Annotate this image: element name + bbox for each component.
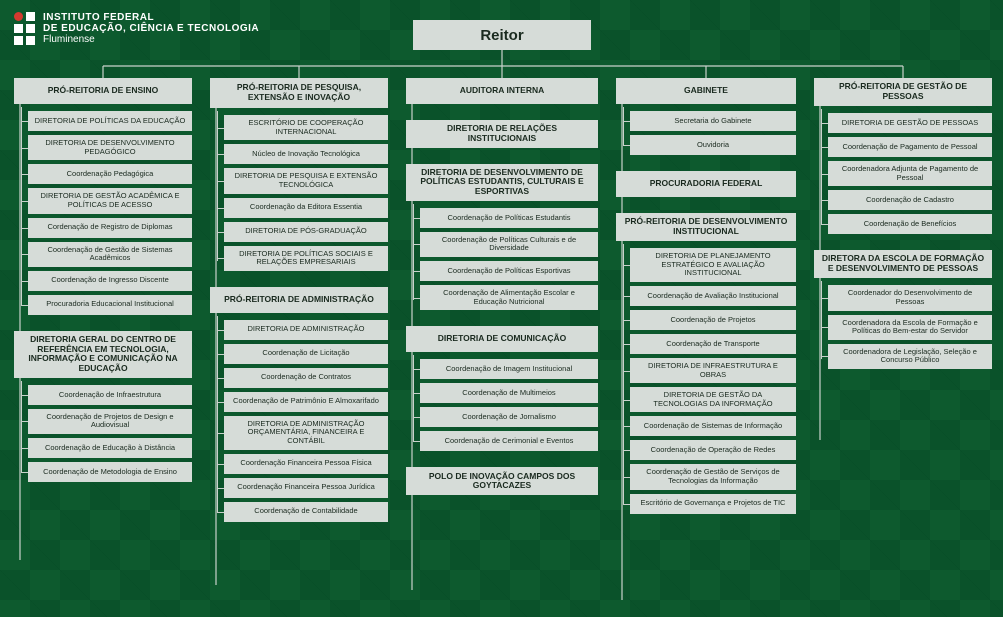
c1b0: Coordenação de Infraestrutura: [28, 385, 192, 405]
dir-comunicacao: DIRETORIA DE COMUNICAÇÃO: [406, 326, 598, 352]
c5b2: Coordenadora de Legislação, Seleção e Co…: [828, 344, 992, 369]
c1i6: Coordenação de Ingresso Discente: [28, 271, 192, 291]
c2i4: DIRETORIA DE PÓS-GRADUAÇÃO: [224, 222, 388, 242]
c4b3: Coordenação de Transporte: [630, 334, 796, 354]
c5i3: Coordenação de Cadastro: [828, 190, 992, 210]
c2i2: DIRETORIA DE PESQUISA E EXTENSÃO TECNOLÓ…: [224, 168, 388, 193]
c4b9: Escritório de Governança e Projetos de T…: [630, 494, 796, 514]
c2i0: ESCRITÓRIO DE COOPERAÇÃO INTERNACIONAL: [224, 115, 388, 140]
procuradoria: PROCURADORIA FEDERAL: [616, 171, 796, 197]
col-center: AUDITORA INTERNA DIRETORIA DE RELAÇÕES I…: [406, 78, 598, 495]
head-pesquisa: PRÓ-REITORIA DE PESQUISA, EXTENSÃO E INO…: [210, 78, 388, 108]
c1i1: DIRETORIA DE DESENVOLVIMENTO PEDAGÓGICO: [28, 135, 192, 160]
c5i1: Coordenação de Pagamento de Pessoal: [828, 137, 992, 157]
pro-reit-desenv: PRÓ-REITORIA DE DESENVOLVIMENTO INSTITUC…: [616, 213, 796, 241]
auditora: AUDITORA INTERNA: [406, 78, 598, 104]
c1i4: Cordenação de Registro de Diplomas: [28, 218, 192, 238]
c3b1: Coordenação de Multimeios: [420, 383, 598, 403]
col-pesquisa: PRÓ-REITORIA DE PESQUISA, EXTENSÃO E INO…: [210, 78, 388, 522]
c4i0: Secretaria do Gabinete: [630, 111, 796, 131]
c3a3: Coordenação de Alimentação Escolar e Edu…: [420, 285, 598, 310]
c2b1: Coordenação de Licitação: [224, 344, 388, 364]
c2i5: DIRETORIA DE POLÍTICAS SOCIAIS E RELAÇÕE…: [224, 246, 388, 271]
c1i0: DIRETORIA DE POLÍTICAS DA EDUCAÇÃO: [28, 111, 192, 131]
c4b0: DIRETORIA DE PLANEJAMENTO ESTRATÉGICO E …: [630, 248, 796, 282]
dir-relacoes: DIRETORIA DE RELAÇÕES INSTITUCIONAIS: [406, 120, 598, 148]
c1i7: Procuradoria Educacional Institucional: [28, 295, 192, 315]
c4b7: Coordenação de Operação de Redes: [630, 440, 796, 460]
c2b6: Coordenação Financeira Pessoa Jurídica: [224, 478, 388, 498]
c4b2: Coordenação de Projetos: [630, 310, 796, 330]
col-ensino: PRÓ-REITORIA DE ENSINO DIRETORIA DE POLÍ…: [14, 78, 192, 482]
c1i2: Coordenação Pedagógica: [28, 164, 192, 184]
c5b1: Coordenadora da Escola de Formação e Pol…: [828, 315, 992, 340]
c5i2: Coordenadora Adjunta de Pagamento de Pes…: [828, 161, 992, 186]
head-pessoas: PRÓ-REITORIA DE GESTÃO DE PESSOAS: [814, 78, 992, 106]
c4b6: Coordenação de Sistemas de Informação: [630, 416, 796, 436]
c4b1: Coordenação de Avaliação Institucional: [630, 286, 796, 306]
gabinete: GABINETE: [616, 78, 796, 104]
c3b0: Coordenação de Imagem Institucional: [420, 359, 598, 379]
head-admin: PRÓ-REITORIA DE ADMINISTRAÇÃO: [210, 287, 388, 313]
c4b5: DIRETORIA DE GESTÃO DA TECNOLOGIAS DA IN…: [630, 387, 796, 412]
logo: INSTITUTO FEDERAL DE EDUCAÇÃO, CIÊNCIA E…: [14, 12, 259, 45]
c1i5: Coordenação de Gestão de Sistemas Acadêm…: [28, 242, 192, 267]
c3a1: Coordenação de Políticas Culturais e de …: [420, 232, 598, 257]
root-reitor: Reitor: [413, 20, 591, 50]
c2b0: DIRETORIA DE ADMINISTRAÇÃO: [224, 320, 388, 340]
c2b2: Coordenação de Contratos: [224, 368, 388, 388]
head-escola-formacao: DIRETORA DA ESCOLA DE FORMAÇÃO E DESENVO…: [814, 250, 992, 278]
c1b1: Coordenação de Projetos de Design e Audi…: [28, 409, 192, 434]
c3b2: Coordenação de Jornalismo: [420, 407, 598, 427]
logo-line2: DE EDUCAÇÃO, CIÊNCIA E TECNOLOGIA: [43, 23, 259, 34]
c3a2: Coordenação de Políticas Esportivas: [420, 261, 598, 281]
col-gabinete: GABINETE Secretaria do Gabinete Ouvidori…: [616, 78, 796, 514]
logo-line1: INSTITUTO FEDERAL: [43, 12, 259, 23]
c1b3: Coordenação de Metodologia de Ensino: [28, 462, 192, 482]
c5i4: Coordenação de Benefícios: [828, 214, 992, 234]
head-ensino: PRÓ-REITORIA DE ENSINO: [14, 78, 192, 104]
dir-desenv-pol: DIRETORIA DE DESENVOLVIMENTO DE POLÍTICA…: [406, 164, 598, 201]
c1i3: DIRETORIA DE GESTÃO ACADÊMICA E POLÍTICA…: [28, 188, 192, 213]
c2b3: Coordenação de Patrimônio E Almoxarifado: [224, 392, 388, 412]
logo-line3: Fluminense: [43, 34, 259, 45]
c2b7: Coordenação de Contabilidade: [224, 502, 388, 522]
logo-grid: [14, 12, 35, 45]
c2b4: DIRETORIA DE ADMINISTRAÇÃO ORÇAMENTÁRIA,…: [224, 416, 388, 450]
c2i1: Núcleo de Inovação Tecnológica: [224, 144, 388, 164]
c4b8: Coordenação de Gestão de Serviços de Tec…: [630, 464, 796, 489]
c2b5: Coordenação Financeira Pessoa Física: [224, 454, 388, 474]
c3b3: Coordenação de Cerimonial e Eventos: [420, 431, 598, 451]
head-centro-ref: DIRETORIA GERAL DO CENTRO DE REFERÊNCIA …: [14, 331, 192, 378]
col-pessoas: PRÓ-REITORIA DE GESTÃO DE PESSOAS DIRETO…: [814, 78, 992, 369]
c4i1: Ouvidoria: [630, 135, 796, 155]
c5b0: Coordenador do Desenvolvimento de Pessoa…: [828, 285, 992, 310]
polo-inovacao: POLO DE INOVAÇÃO CAMPOS DOS GOYTACAZES: [406, 467, 598, 495]
c4b4: DIRETORIA DE INFRAESTRUTURA E OBRAS: [630, 358, 796, 383]
c1b2: Coordenação de Educação à Distância: [28, 438, 192, 458]
c3a0: Coordenação de Políticas Estudantis: [420, 208, 598, 228]
c2i3: Coordenação da Editora Essentia: [224, 198, 388, 218]
c5i0: DIRETORIA DE GESTÃO DE PESSOAS: [828, 113, 992, 133]
